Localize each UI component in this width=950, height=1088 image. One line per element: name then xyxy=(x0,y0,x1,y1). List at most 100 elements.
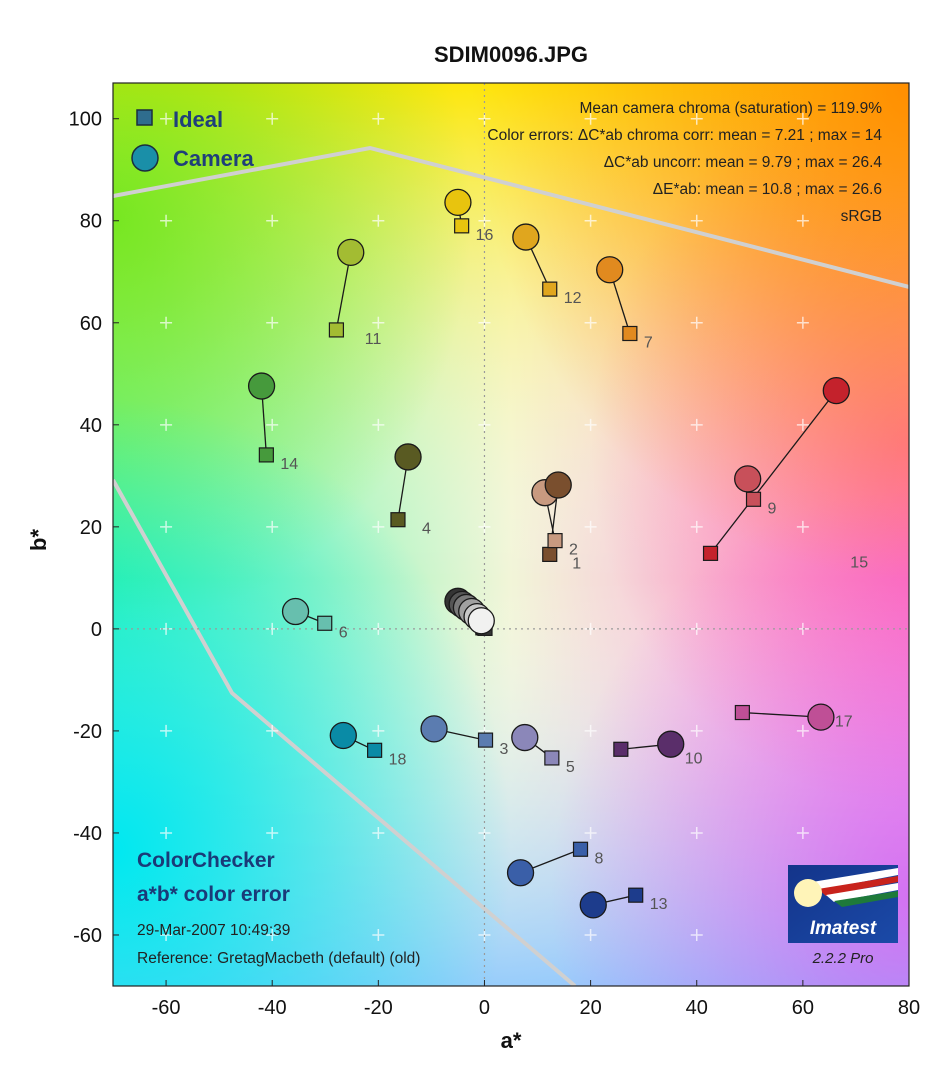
ideal-square-10 xyxy=(613,741,629,757)
grid-plus xyxy=(372,112,385,125)
legend-ideal-marker xyxy=(136,109,153,126)
logo-name: Imatest xyxy=(810,918,877,939)
camera-circle-5 xyxy=(511,723,539,752)
camera-circle-11 xyxy=(337,238,365,267)
patch-label-11: 11 xyxy=(365,331,382,348)
grid-plus xyxy=(796,112,809,125)
gamut-boundary-top xyxy=(113,145,909,289)
legend: Ideal Camera xyxy=(131,107,254,172)
grid-plus xyxy=(690,826,703,839)
camera-circle-13 xyxy=(579,891,607,919)
camera-circle-12 xyxy=(512,223,540,251)
y-axis-label: b* xyxy=(26,529,51,551)
camera-circle-16 xyxy=(444,188,472,217)
patch-label-9: 9 xyxy=(768,500,777,517)
ideal-square-14 xyxy=(258,447,274,463)
stats-block: Mean camera chroma (saturation) = 119.9%… xyxy=(487,100,882,225)
patch-label-16: 16 xyxy=(476,227,494,244)
camera-circle-6 xyxy=(281,597,310,626)
grid-plus xyxy=(796,826,809,839)
caption-line-1: ColorChecker xyxy=(137,849,275,872)
x-tick-label: 80 xyxy=(898,997,920,1019)
x-tick-label: 60 xyxy=(792,997,814,1019)
grid-plus xyxy=(690,418,703,431)
grid-plus xyxy=(372,724,385,737)
stat-delta-e: ΔE*ab: mean = 10.8 ; max = 26.6 xyxy=(653,181,882,198)
grid-plus xyxy=(584,928,597,941)
grid-plus xyxy=(372,826,385,839)
x-tick-label: 40 xyxy=(686,997,708,1019)
camera-circle-9 xyxy=(734,465,762,493)
y-tick-label: 60 xyxy=(80,313,102,335)
x-tick-label: 20 xyxy=(579,997,601,1019)
ideal-square-2 xyxy=(547,533,563,549)
grid-plus xyxy=(690,520,703,533)
stat-chroma-corr: Color errors: ΔC*ab chroma corr: mean = … xyxy=(487,127,882,144)
grid-plus xyxy=(266,214,279,227)
grid-plus xyxy=(690,928,703,941)
camera-circle-10 xyxy=(657,730,685,758)
grid-plus xyxy=(796,724,809,737)
logo-sun-icon xyxy=(794,879,822,907)
grid-plus xyxy=(372,214,385,227)
ideal-square-12 xyxy=(542,281,558,297)
patch-label-18: 18 xyxy=(389,751,407,768)
grid-plus xyxy=(266,316,279,329)
stat-chroma-uncorr: ΔC*ab uncorr: mean = 9.79 ; max = 26.4 xyxy=(604,154,883,171)
logo-version: 2.2.2 Pro xyxy=(812,950,874,967)
patch-label-2: 2 xyxy=(569,542,578,559)
camera-markers xyxy=(247,188,850,919)
info-timestamp: 29-Mar-2007 10:49:39 xyxy=(137,922,290,939)
error-line-15 xyxy=(710,390,837,554)
grid-plus xyxy=(584,826,597,839)
ideal-square-15 xyxy=(702,545,719,561)
patch-label-3: 3 xyxy=(500,741,509,758)
chart-title: SDIM0096.JPG xyxy=(434,42,588,67)
x-axis-label: a* xyxy=(501,1028,522,1053)
grid-plus xyxy=(796,520,809,533)
legend-camera-label: Camera xyxy=(173,146,254,171)
caption-line-2: a*b* color error xyxy=(137,883,290,906)
ideal-markers xyxy=(258,218,762,903)
grid-plus xyxy=(690,316,703,329)
patch-label-12: 12 xyxy=(564,290,582,307)
zero-lines xyxy=(113,83,909,986)
grid-plus xyxy=(372,520,385,533)
ideal-square-4 xyxy=(390,512,406,528)
grid-plus xyxy=(160,316,173,329)
patch-label-1: 1 xyxy=(572,555,581,572)
camera-circle-18 xyxy=(329,721,357,750)
plot-frame xyxy=(112,82,910,987)
grid-plus xyxy=(690,724,703,737)
grid-plus xyxy=(690,112,703,125)
grid-plus xyxy=(160,214,173,227)
grid-plus xyxy=(584,724,597,737)
camera-circle-3 xyxy=(420,715,448,743)
ideal-square-8 xyxy=(572,841,589,857)
ideal-square-6 xyxy=(317,615,333,631)
grid-plus xyxy=(160,826,173,839)
grid-plus xyxy=(266,928,279,941)
patch-label-7: 7 xyxy=(644,334,653,351)
y-tick-label: 40 xyxy=(80,415,102,437)
patch-label-8: 8 xyxy=(595,850,604,867)
stat-mean-chroma: Mean camera chroma (saturation) = 119.9% xyxy=(579,100,882,117)
camera-circle-17 xyxy=(807,703,835,731)
grid-plus xyxy=(584,418,597,431)
y-tick-label: 80 xyxy=(80,211,102,233)
grid-plus xyxy=(266,826,279,839)
camera-circle-14 xyxy=(247,372,276,400)
grid-plus xyxy=(690,214,703,227)
grid-plus xyxy=(160,724,173,737)
patch-label-15: 15 xyxy=(850,554,868,571)
grid-plus xyxy=(584,316,597,329)
x-tick-label: -40 xyxy=(258,997,287,1019)
imatest-logo: Imatest 2.2.2 Pro xyxy=(788,865,898,967)
grid-plus xyxy=(160,112,173,125)
grid-plus xyxy=(372,928,385,941)
ideal-square-16 xyxy=(454,218,470,234)
grid-plus xyxy=(584,112,597,125)
